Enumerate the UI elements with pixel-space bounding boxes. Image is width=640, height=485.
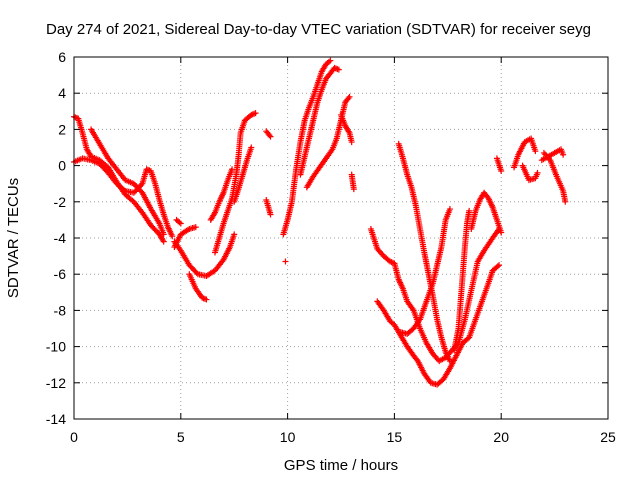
y-tick-label: 6 (58, 49, 66, 65)
series-arc-6 (171, 231, 238, 280)
series-arc-15 (303, 93, 353, 191)
data-point (169, 233, 176, 240)
x-tick-label: 5 (177, 429, 185, 445)
data-point (466, 207, 473, 214)
data-point (346, 93, 353, 100)
series-arc-9 (207, 166, 236, 223)
y-tick-label: 2 (58, 121, 66, 137)
series-arc-16 (338, 111, 355, 146)
series-arc-27 (519, 162, 541, 184)
series-arc-23 (451, 207, 473, 354)
y-tick-label: -12 (46, 375, 66, 391)
chart-title: Day 274 of 2021, Sidereal Day-to-day VTE… (46, 21, 591, 38)
data-point (335, 66, 342, 73)
data-point (446, 206, 453, 213)
series-arc-12 (263, 196, 274, 218)
data-point (160, 231, 167, 238)
x-tick-label: 10 (280, 429, 296, 445)
x-tick-label: 25 (600, 429, 616, 445)
series-arc-11 (263, 128, 274, 140)
data-points (71, 57, 569, 388)
data-point (231, 231, 238, 238)
series-arc-10 (231, 144, 255, 205)
series-arc-7 (186, 271, 210, 303)
series-arc-14 (297, 64, 342, 178)
series-arc-18 (348, 171, 357, 193)
series-arc-24 (468, 189, 505, 236)
y-tick-label: -6 (54, 266, 67, 282)
series-arc-4 (173, 216, 184, 227)
y-tick-label: -8 (54, 302, 67, 318)
x-tick-label: 15 (387, 429, 403, 445)
data-point (267, 211, 274, 218)
series-arc-22 (397, 206, 453, 337)
series-arc-17 (282, 258, 289, 265)
data-point (248, 144, 255, 151)
data-point (202, 295, 209, 302)
data-point (532, 148, 539, 155)
series-arc-13 (280, 57, 334, 238)
y-tick-label: -10 (46, 339, 66, 355)
data-point (192, 224, 199, 231)
data-point (160, 238, 167, 245)
data-point (348, 139, 355, 146)
y-axis-tick-labels: -14 -12 -10 -8 -6 -4 -2 0 2 4 6 (46, 49, 66, 427)
data-point (252, 110, 259, 117)
data-point (345, 95, 352, 102)
series-arc-29 (540, 149, 569, 205)
series-arc-8 (211, 110, 259, 256)
y-axis-label: SDTVAR / TECUs (5, 178, 22, 298)
y-tick-label: 4 (58, 85, 66, 101)
y-tick-label: -14 (46, 411, 66, 427)
data-point (72, 114, 79, 121)
data-point (534, 169, 541, 176)
data-point (138, 181, 145, 188)
data-point (282, 258, 289, 265)
series-arc-3 (71, 155, 176, 240)
x-axis-tick-labels: 0 5 10 15 20 25 (70, 429, 616, 445)
y-tick-label: 0 (58, 158, 66, 174)
data-point (562, 198, 569, 205)
axis-ticks (73, 56, 609, 420)
series-arc-26 (511, 135, 539, 171)
series-arc-21 (374, 262, 503, 388)
data-point (266, 132, 273, 139)
series-arc-2 (88, 126, 167, 238)
data-point (177, 220, 184, 227)
data-point (203, 296, 210, 303)
data-point (350, 186, 357, 193)
data-point (327, 57, 334, 64)
series-arc-25 (493, 155, 505, 175)
data-point (496, 262, 503, 269)
data-point (498, 168, 505, 175)
data-point (560, 151, 567, 158)
data-point (494, 263, 501, 270)
series-arc-19 (367, 225, 503, 365)
y-tick-label: -4 (54, 230, 67, 246)
y-tick-label: -2 (54, 194, 67, 210)
data-point (229, 166, 236, 173)
x-axis-label: GPS time / hours (284, 457, 398, 474)
x-tick-label: 20 (493, 429, 509, 445)
data-point (267, 133, 274, 140)
data-point (498, 229, 505, 236)
x-tick-label: 0 (70, 429, 78, 445)
